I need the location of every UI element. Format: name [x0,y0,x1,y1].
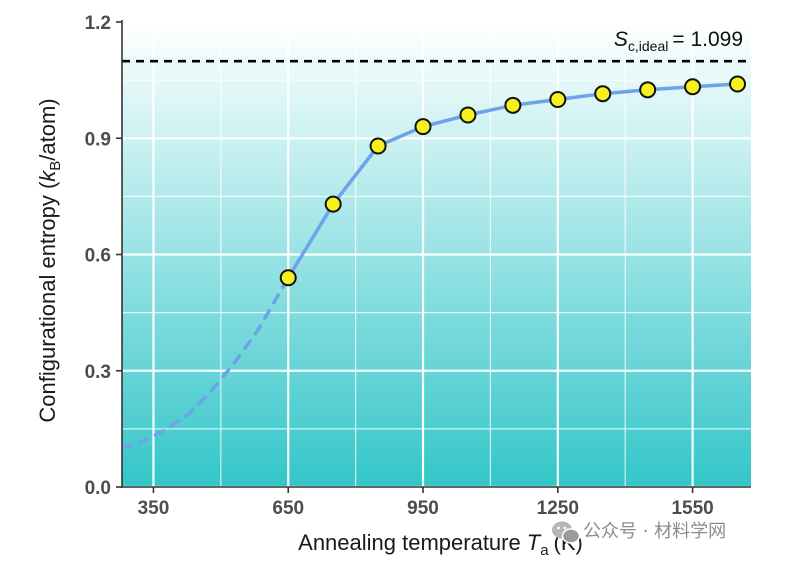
watermark-text: 公众号 · 材料学网 [583,521,726,542]
x-tick-label: 350 [138,498,170,519]
ref-label-subscript: c,ideal [628,38,668,54]
y-title-subscript: B [47,161,64,171]
data-point [369,137,387,155]
data-point [684,78,702,96]
markers-group [279,75,747,287]
x-tick-label: 1550 [671,498,713,519]
x-tick-label: 650 [272,498,304,519]
axes: 0.0 0.3 0.6 0.9 1.2 350 650 950 1250 1550 [85,13,751,519]
y-tick-label: 0.0 [85,478,111,499]
y-tick-label: 0.3 [85,362,111,383]
y-tick-label: 0.6 [85,246,111,267]
y-tick-label: 1.2 [85,13,111,34]
x-title-symbol: T [527,530,542,555]
series-line-0 [122,276,290,451]
watermark: 公众号 · 材料学网 [552,521,726,544]
y-title-unit: /atom) [35,98,60,160]
y-title-symbol: k [35,170,60,182]
data-point [459,106,477,124]
x-title-subscript: a [540,542,549,559]
data-point [594,85,612,103]
data-point [504,96,522,114]
data-point [414,118,432,136]
wechat-icon [552,521,581,544]
ref-label-value: = 1.099 [672,28,743,51]
y-title-text: Configurational entropy ( [35,181,60,423]
data-point [279,269,297,287]
data-point [729,75,747,93]
reference-line-label: Sc,ideal = 1.099 [614,28,743,54]
y-axis-title: Configurational entropy (kB/atom) [35,98,64,422]
x-tick-label: 1250 [537,498,579,519]
ref-label-symbol: S [614,28,628,51]
data-point [549,91,567,108]
x-tick-label: 950 [407,498,439,519]
data-point [639,81,657,99]
x-title-text: Annealing temperature [298,530,521,555]
data-point [324,195,342,213]
y-tick-label: 0.9 [85,129,111,150]
